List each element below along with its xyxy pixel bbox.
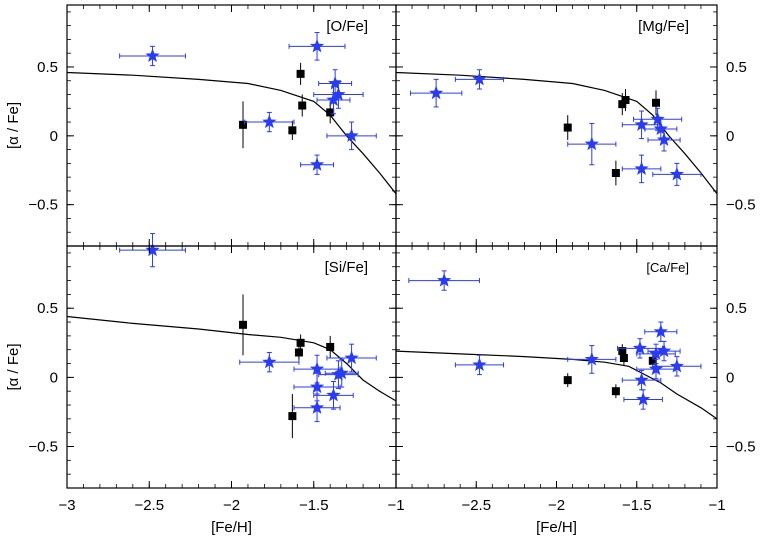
- blue-star-point: [652, 162, 702, 186]
- y-tick-label: 0.5: [37, 300, 58, 317]
- black-square-point: [296, 62, 305, 85]
- blue-star-point: [623, 389, 663, 410]
- x-tick-label: −2.5: [461, 497, 491, 514]
- panel-label: [Si/Fe]: [325, 259, 368, 276]
- y-tick-label: −0.5: [726, 439, 756, 456]
- panel-frame: [395, 245, 718, 489]
- blue-star-point: [644, 321, 678, 342]
- blue-star-point: [288, 32, 346, 61]
- panel-sife: [Si/Fe] −0.5 0 0.5 −3 −2.5 −2 −1.5 −1 [Fe/H] [α / …: [5, 233, 405, 536]
- black-square-point: [294, 344, 303, 361]
- y-tick-label: 0.5: [37, 59, 58, 76]
- blue-star-point: [408, 270, 480, 291]
- y-tick-label: −0.5: [28, 197, 58, 214]
- x-tick-label: −1: [708, 497, 725, 514]
- x-axis-label: [Fe/H]: [536, 519, 577, 536]
- blue-star-point: [454, 69, 505, 90]
- black-square-point: [298, 94, 307, 117]
- panel-ofe: [O/Fe] −0.5 0 0.5 [α / Fe]: [5, 4, 397, 247]
- y-axis-label: [α / Fe]: [5, 343, 22, 390]
- panel-frame: [395, 4, 718, 247]
- model-line: [67, 315, 396, 402]
- blue-star-point: [647, 340, 681, 362]
- blue-star-point: [454, 354, 505, 376]
- y-tick-label: 0: [726, 128, 734, 145]
- blue-star-point: [300, 154, 334, 175]
- x-tick-label: −1.5: [299, 497, 329, 514]
- black-square-point: [652, 90, 661, 116]
- panel-label: [O/Fe]: [326, 18, 368, 35]
- x-tick-label: −1.5: [622, 497, 652, 514]
- y-tick-label: 0.5: [726, 59, 747, 76]
- blue-star-point: [652, 356, 702, 377]
- plot-area: [O/Fe]−0.500.5[α / Fe][Mg/Fe]−0.500.5[Si…: [5, 4, 756, 536]
- x-tick-label: −2.5: [134, 497, 164, 514]
- black-square-point: [563, 373, 572, 388]
- blue-star-point: [324, 358, 359, 388]
- blue-star-point: [621, 154, 662, 184]
- panel-label: [Ca/Fe]: [646, 260, 689, 275]
- panel-frame: [66, 4, 397, 247]
- black-square-point: [239, 294, 248, 356]
- black-square-point: [611, 384, 620, 399]
- panel-label: [Mg/Fe]: [638, 18, 689, 35]
- blue-star-point: [244, 111, 295, 133]
- blue-star-point: [313, 80, 364, 109]
- y-tick-label: 0: [50, 369, 58, 386]
- blue-star-point: [239, 351, 300, 373]
- blue-star-point: [326, 121, 377, 151]
- x-tick-label: −1: [387, 497, 404, 514]
- black-square-point: [239, 101, 248, 149]
- x-tick-label: −2: [548, 497, 565, 514]
- x-tick-label: −2: [223, 497, 240, 514]
- model-line: [396, 350, 717, 420]
- blue-star-point: [621, 369, 662, 391]
- panel-cafe: [Ca/Fe] −0.5 0 0.5 −2.5 −2 −1.5 −1 [Fe/H]: [395, 245, 756, 536]
- blue-star-point: [119, 233, 186, 268]
- blue-star-point: [409, 78, 463, 108]
- model-line: [396, 71, 717, 195]
- blue-star-point: [313, 381, 354, 410]
- black-square-point: [326, 335, 335, 359]
- black-square-point: [563, 115, 572, 140]
- y-axis-label: [α / Fe]: [5, 102, 22, 149]
- black-square-point: [296, 334, 305, 352]
- blue-star-point: [293, 393, 341, 423]
- y-tick-label: −0.5: [726, 197, 756, 214]
- panel-frame: [66, 245, 397, 489]
- blue-star-point: [621, 110, 662, 140]
- y-tick-label: −0.5: [28, 439, 58, 456]
- y-tick-label: 0: [50, 128, 58, 145]
- blue-star-point: [326, 343, 377, 373]
- model-line: [67, 71, 396, 195]
- blue-star-point: [567, 122, 617, 166]
- black-square-point: [288, 120, 297, 140]
- blue-star-point: [647, 128, 681, 152]
- panel-mgfe: [Mg/Fe] −0.5 0 0.5: [395, 4, 756, 247]
- blue-star-point: [119, 45, 186, 67]
- blue-star-point: [316, 85, 351, 115]
- blue-star-point: [567, 345, 617, 374]
- black-square-point: [288, 393, 297, 439]
- black-square-point: [621, 89, 630, 112]
- y-tick-label: 0: [726, 369, 734, 386]
- y-tick-label: 0.5: [726, 300, 747, 317]
- blue-star-point: [644, 117, 678, 141]
- blue-star-point: [318, 360, 359, 389]
- black-square-point: [619, 351, 628, 365]
- x-tick-label: −3: [58, 497, 75, 514]
- x-axis-label: [Fe/H]: [211, 519, 252, 536]
- black-square-point: [611, 160, 620, 186]
